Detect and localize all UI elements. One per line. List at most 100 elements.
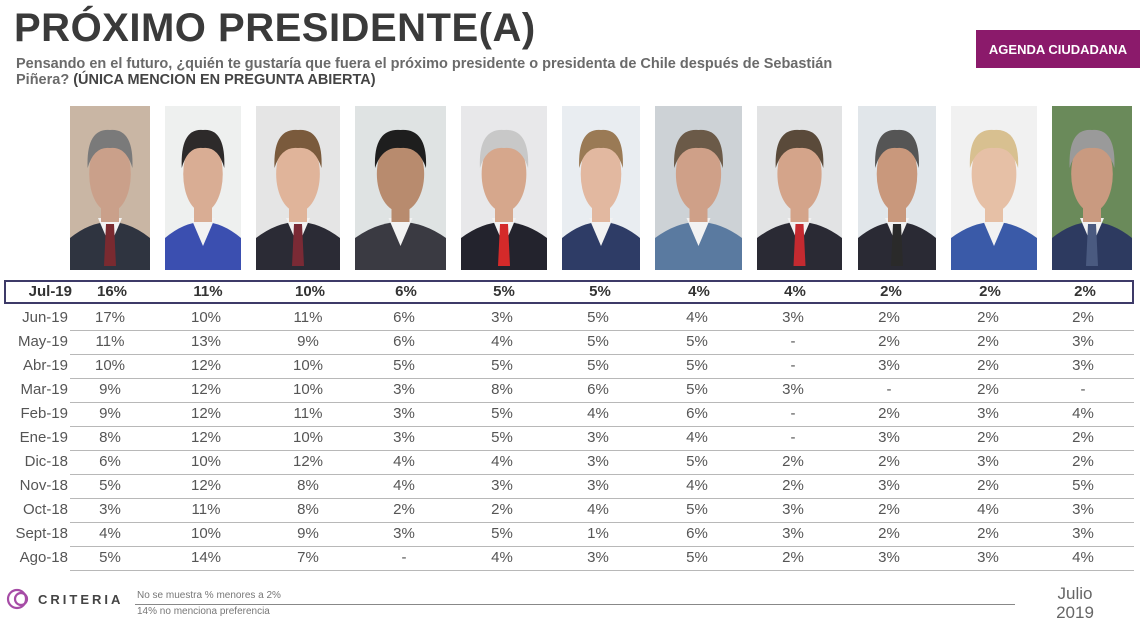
table-row: Feb-19 9% 12% 11% 3% 5% 4% 6% - 2% 3% 4% — [0, 402, 1140, 426]
subtitle-note: (ÚNICA MENCION EN PREGUNTA ABIERTA) — [73, 72, 376, 88]
table-cell: 11% — [293, 405, 323, 422]
table-cell: 3% — [977, 453, 999, 470]
row-label: Ene-19 — [19, 429, 68, 446]
table-cell: 3% — [393, 381, 415, 398]
table-cell: 5% — [393, 357, 415, 374]
row-label: Dic-18 — [24, 453, 68, 470]
table-cell: 2% — [977, 357, 999, 374]
table-cell: 2% — [1074, 283, 1096, 300]
table-cell: 4% — [393, 477, 415, 494]
table-cell: 11% — [95, 333, 125, 350]
table-cell: 4% — [393, 453, 415, 470]
table-cell: 3% — [1072, 501, 1094, 518]
table-cell: 4% — [1072, 549, 1094, 566]
table-cell: 3% — [393, 429, 415, 446]
row-divider — [70, 474, 1134, 475]
table-cell: 2% — [878, 453, 900, 470]
table-cell: 3% — [393, 405, 415, 422]
candidate-portrait-icon — [1052, 106, 1132, 270]
row-label: Ago-18 — [19, 549, 68, 566]
table-cell: 5% — [1072, 477, 1094, 494]
table-cell: 4% — [784, 283, 806, 300]
table-cell: 3% — [99, 501, 121, 518]
table-cell: - — [790, 405, 796, 422]
table-cell: 3% — [587, 453, 609, 470]
table-cell: 2% — [977, 525, 999, 542]
table-cell: 10% — [292, 381, 324, 398]
table-cell: 3% — [878, 549, 900, 566]
row-divider — [70, 546, 1134, 547]
table-cell: 3% — [782, 525, 804, 542]
table-cell: 2% — [878, 333, 900, 350]
table-cell: 5% — [587, 309, 609, 326]
row-divider — [70, 354, 1134, 355]
table-cell: 2% — [782, 477, 804, 494]
table-cell: 14% — [190, 549, 222, 566]
table-cell: 9% — [99, 405, 121, 422]
row-label: Nov-18 — [19, 477, 68, 494]
table-cell: 2% — [977, 477, 999, 494]
table-cell: 6% — [393, 309, 415, 326]
candidate-photo — [655, 106, 742, 270]
table-cell: 4% — [587, 501, 609, 518]
table-cell: 3% — [587, 549, 609, 566]
table-cell: 10% — [292, 429, 324, 446]
table-cell: 12% — [190, 381, 222, 398]
table-cell: 2% — [1072, 309, 1094, 326]
table-cell: 4% — [688, 283, 710, 300]
report-date: Julio 2019 — [1030, 584, 1120, 622]
table-cell: 2% — [878, 405, 900, 422]
row-label: Mar-19 — [20, 381, 68, 398]
row-divider — [70, 498, 1134, 499]
table-cell: 4% — [686, 309, 708, 326]
candidate-photo — [165, 106, 241, 270]
table-cell: 3% — [878, 477, 900, 494]
table-row: May-19 11% 13% 9% 6% 4% 5% 5% - 2% 2% 3% — [0, 330, 1140, 354]
candidate-photo — [256, 106, 340, 270]
row-label: Feb-19 — [20, 405, 68, 422]
table-cell: 2% — [979, 283, 1001, 300]
table-cell: 5% — [491, 405, 513, 422]
candidate-portrait-icon — [951, 106, 1037, 270]
table-cell: 3% — [1072, 357, 1094, 374]
row-divider — [70, 450, 1134, 451]
table-cell: 2% — [782, 453, 804, 470]
candidate-portrait-icon — [70, 106, 150, 270]
table-cell: 8% — [297, 477, 319, 494]
table-cell: 5% — [491, 525, 513, 542]
criteria-logo: CRITERIA — [6, 588, 123, 610]
table-cell: 6% — [395, 283, 417, 300]
row-label: May-19 — [17, 333, 68, 350]
table-cell: 3% — [782, 381, 804, 398]
section-badge: AGENDA CIUDADANA — [976, 30, 1140, 68]
table-cell: 6% — [587, 381, 609, 398]
report-date-year: 2019 — [1056, 603, 1094, 622]
candidate-photo — [70, 106, 150, 270]
table-cell: 5% — [493, 283, 515, 300]
table-cell: 4% — [686, 477, 708, 494]
table-cell: 2% — [491, 501, 513, 518]
table-cell: 5% — [491, 429, 513, 446]
table-cell: 5% — [686, 549, 708, 566]
table-cell: 11% — [193, 283, 223, 300]
table-cell: 5% — [686, 501, 708, 518]
table-cell: 3% — [878, 357, 900, 374]
table-cell: 2% — [977, 333, 999, 350]
row-label: Abr-19 — [22, 357, 68, 374]
table-cell: 5% — [686, 381, 708, 398]
table-cell: 4% — [977, 501, 999, 518]
table-cell: 3% — [782, 309, 804, 326]
table-cell: 4% — [491, 549, 513, 566]
row-divider — [70, 522, 1134, 523]
table-cell: 6% — [99, 453, 121, 470]
table-row: Abr-19 10% 12% 10% 5% 5% 5% 5% - 3% 2% 3% — [0, 354, 1140, 378]
table-cell: 3% — [491, 477, 513, 494]
page-subtitle: Pensando en el futuro, ¿quién te gustarí… — [16, 56, 876, 88]
footer-note-threshold: No se muestra % menores a 2% — [137, 590, 281, 601]
table-cell: 9% — [99, 381, 121, 398]
table-cell: 10% — [190, 525, 222, 542]
candidate-portrait-icon — [165, 106, 241, 270]
row-divider — [70, 570, 1134, 571]
candidate-portrait-icon — [355, 106, 446, 270]
table-cell: 9% — [297, 525, 319, 542]
